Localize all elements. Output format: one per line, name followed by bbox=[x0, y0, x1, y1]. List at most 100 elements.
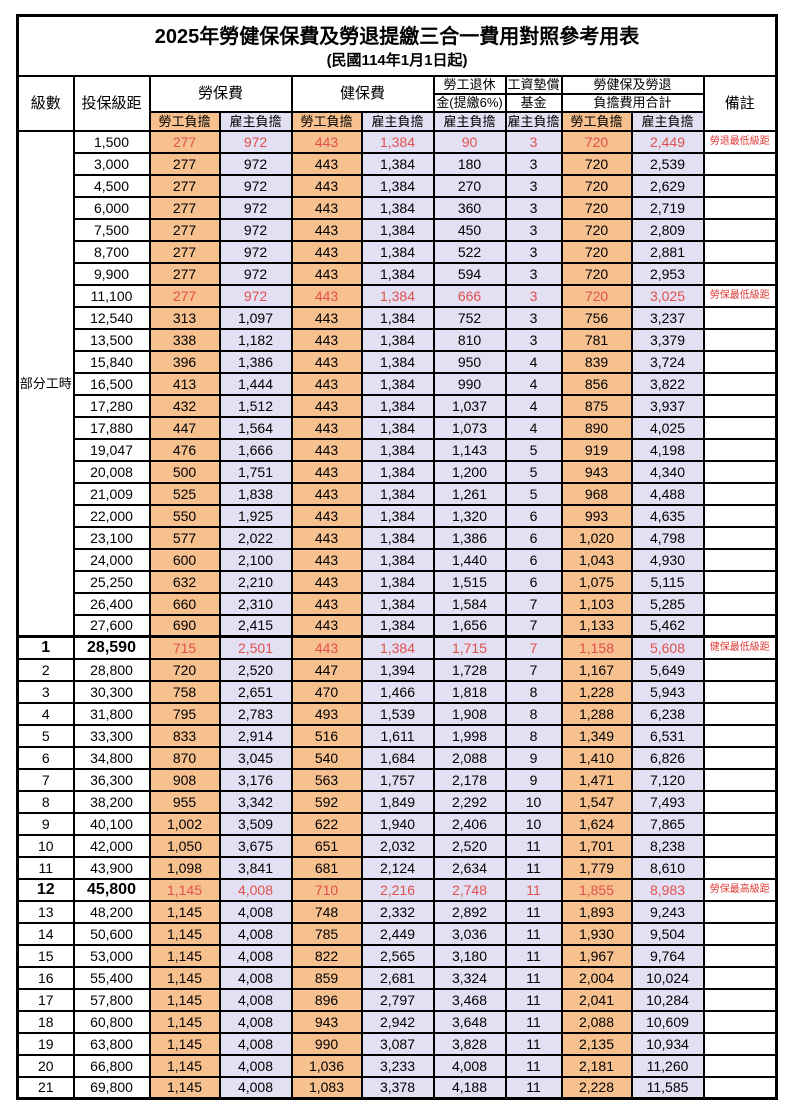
cell-value: 3,822 bbox=[630, 371, 705, 396]
cell-note bbox=[702, 261, 778, 286]
col-header-pension-line1: 勞工退休 bbox=[432, 74, 507, 95]
cell-value: 1,384 bbox=[360, 173, 435, 198]
table-row: 17,280 432 1,512 443 1,384 1,037 4 875 3,937 bbox=[18, 393, 778, 418]
cell-value: 1,384 bbox=[360, 151, 435, 176]
col-header-bracket: 投保級距 bbox=[72, 74, 151, 132]
cell-value: 277 bbox=[148, 261, 221, 286]
cell-value: 447 bbox=[148, 415, 221, 440]
table-row: 6,000 277 972 443 1,384 360 3 720 2,719 bbox=[18, 195, 778, 220]
cell-bracket: 3,000 bbox=[72, 151, 151, 176]
cell-value: 1,515 bbox=[432, 569, 507, 594]
cell-value: 2,520 bbox=[432, 833, 507, 858]
cell-bracket: 20,008 bbox=[72, 459, 151, 484]
cell-value: 2,292 bbox=[432, 789, 507, 814]
cell-value: 5 bbox=[504, 459, 563, 484]
cell-value: 856 bbox=[560, 371, 633, 396]
cell-value: 3 bbox=[504, 283, 563, 308]
cell-value: 9 bbox=[504, 767, 563, 792]
cell-value: 3,045 bbox=[218, 745, 293, 770]
table-row: 25,250 632 2,210 443 1,384 1,515 6 1,075 5,115 bbox=[18, 569, 778, 594]
cell-value: 2,634 bbox=[432, 855, 507, 880]
cell-bracket: 15,840 bbox=[72, 349, 151, 374]
cell-value: 2,520 bbox=[218, 657, 293, 682]
subheader-labor-worker: 勞工負擔 bbox=[148, 110, 221, 132]
cell-value: 4 bbox=[504, 349, 563, 374]
cell-value: 493 bbox=[290, 701, 363, 726]
cell-value: 2,881 bbox=[630, 239, 705, 264]
cell-value: 338 bbox=[148, 327, 221, 352]
table-row: 12,540 313 1,097 443 1,384 752 3 756 3,237 bbox=[18, 305, 778, 330]
cell-value: 11 bbox=[504, 1053, 563, 1078]
table-row: 部分工時 1,500 277 972 443 1,384 90 3 720 2,449 勞退最低級距 bbox=[16, 129, 778, 638]
cell-value: 1,020 bbox=[560, 525, 633, 550]
cell-note: 健保最低級距 bbox=[702, 635, 778, 660]
cell-bracket: 1,500 bbox=[72, 129, 151, 154]
cell-value: 1,384 bbox=[360, 547, 435, 572]
cell-value: 277 bbox=[148, 283, 221, 308]
cell-value: 2,135 bbox=[560, 1031, 633, 1056]
cell-value: 443 bbox=[290, 547, 363, 572]
cell-value: 443 bbox=[290, 371, 363, 396]
cell-bracket: 50,600 bbox=[72, 921, 151, 946]
cell-value: 7 bbox=[504, 635, 563, 660]
cell-note bbox=[702, 481, 778, 506]
cell-value: 1,386 bbox=[218, 349, 293, 374]
cell-bracket: 19,047 bbox=[72, 437, 151, 462]
cell-value: 9,504 bbox=[630, 921, 705, 946]
cell-bracket: 40,100 bbox=[72, 811, 151, 836]
cell-bracket: 38,200 bbox=[72, 789, 151, 814]
cell-value: 972 bbox=[218, 239, 293, 264]
cell-bracket: 66,800 bbox=[72, 1053, 151, 1078]
cell-value: 1,349 bbox=[560, 723, 633, 748]
cell-value: 2,124 bbox=[360, 855, 435, 880]
table-row: 4 31,800 795 2,783 493 1,539 1,908 8 1,288 6,238 bbox=[16, 701, 778, 726]
cell-value: 540 bbox=[290, 745, 363, 770]
cell-value: 3 bbox=[504, 305, 563, 330]
cell-value: 1,818 bbox=[432, 679, 507, 704]
cell-value: 3,828 bbox=[432, 1031, 507, 1056]
cell-note bbox=[702, 767, 778, 792]
cell-bracket: 48,200 bbox=[72, 899, 151, 924]
cell-value: 1,384 bbox=[360, 503, 435, 528]
cell-value: 651 bbox=[290, 833, 363, 858]
cell-bracket: 7,500 bbox=[72, 217, 151, 242]
table-row: 15,840 396 1,386 443 1,384 950 4 839 3,724 bbox=[18, 349, 778, 374]
cell-value: 1,384 bbox=[360, 437, 435, 462]
cell-value: 1,967 bbox=[560, 943, 633, 968]
cell-level: 2 bbox=[16, 657, 75, 682]
cell-value: 3,176 bbox=[218, 767, 293, 792]
cell-value: 4,008 bbox=[432, 1053, 507, 1078]
cell-value: 2,501 bbox=[218, 635, 293, 660]
cell-value: 3 bbox=[504, 239, 563, 264]
cell-value: 1,410 bbox=[560, 745, 633, 770]
cell-value: 1,200 bbox=[432, 459, 507, 484]
cell-value: 720 bbox=[148, 657, 221, 682]
cell-note bbox=[702, 657, 778, 682]
title-block: 2025年勞健保保費及勞退提繳三合一費用對照參考用表 (民國114年1月1日起) bbox=[16, 14, 778, 77]
cell-level: 18 bbox=[16, 1009, 75, 1034]
cell-value: 3 bbox=[504, 217, 563, 242]
cell-value: 443 bbox=[290, 217, 363, 242]
cell-value: 3 bbox=[504, 129, 563, 154]
cell-value: 890 bbox=[560, 415, 633, 440]
cell-note bbox=[702, 855, 778, 880]
cell-value: 1,855 bbox=[560, 877, 633, 902]
cell-value: 443 bbox=[290, 635, 363, 660]
cell-value: 1,998 bbox=[432, 723, 507, 748]
cell-value: 1,940 bbox=[360, 811, 435, 836]
cell-value: 943 bbox=[290, 1009, 363, 1034]
cell-value: 660 bbox=[148, 591, 221, 616]
cell-value: 1,098 bbox=[148, 855, 221, 880]
page-subtitle: (民國114年1月1日起) bbox=[326, 51, 468, 69]
cell-value: 443 bbox=[290, 349, 363, 374]
cell-note bbox=[702, 547, 778, 572]
cell-value: 720 bbox=[560, 151, 633, 176]
col-header-remark: 備註 bbox=[702, 74, 778, 132]
table-row: 19 63,800 1,145 4,008 990 3,087 3,828 11 2,135 10… bbox=[16, 1031, 778, 1056]
cell-value: 2,022 bbox=[218, 525, 293, 550]
cell-level: 14 bbox=[16, 921, 75, 946]
table-row: 15 53,000 1,145 4,008 822 2,565 3,180 11 1,967 9,… bbox=[16, 943, 778, 968]
cell-value: 1,564 bbox=[218, 415, 293, 440]
cell-value: 8,983 bbox=[630, 877, 705, 902]
cell-value: 6,238 bbox=[630, 701, 705, 726]
